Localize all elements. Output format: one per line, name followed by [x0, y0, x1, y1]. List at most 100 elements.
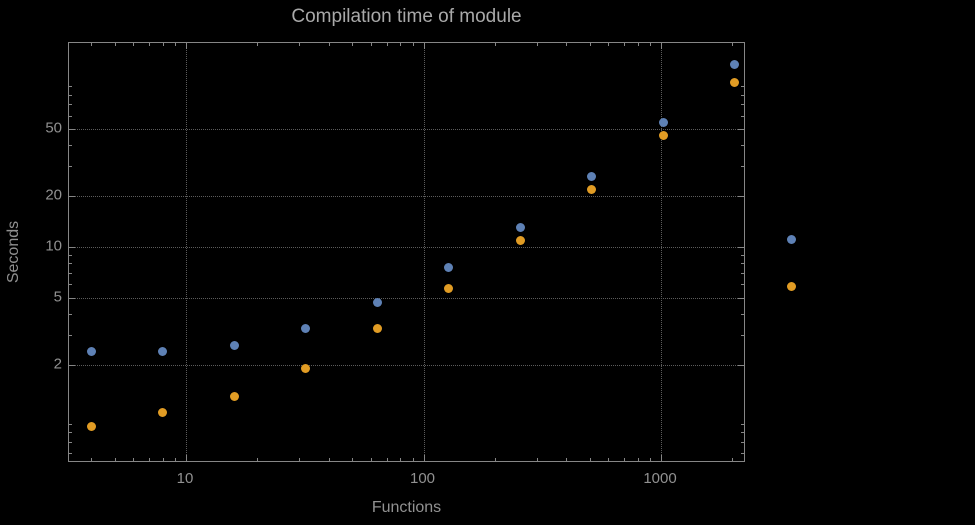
y-tick: [69, 94, 72, 96]
data-point: [444, 262, 454, 272]
x-tick: [400, 458, 402, 461]
data-point: [158, 407, 168, 417]
x-tick: [149, 458, 151, 461]
y-tick: [741, 166, 744, 168]
y-tick: [69, 335, 72, 337]
x-tick: [386, 458, 388, 461]
data-point: [444, 283, 454, 293]
y-tick: [738, 129, 744, 130]
x-tick: [589, 43, 591, 46]
y-tick: [69, 85, 72, 87]
data-point: [301, 323, 311, 333]
y-tick-label: 2: [53, 355, 62, 373]
data-point: [158, 347, 168, 357]
y-tick: [69, 364, 75, 366]
x-tick: [423, 43, 425, 49]
x-tick: [661, 455, 662, 461]
x-tick: [589, 458, 591, 461]
x-tick: [299, 458, 301, 461]
data-point: [301, 364, 311, 374]
y-tick: [69, 196, 75, 198]
y-tick: [69, 432, 72, 434]
x-tick: [328, 458, 330, 461]
x-gridline: [186, 43, 187, 461]
y-tick-label: 10: [45, 237, 62, 255]
x-tick-label: 1000: [643, 470, 677, 487]
x-tick: [149, 43, 151, 46]
y-tick: [741, 273, 744, 275]
y-tick: [741, 423, 744, 425]
y-tick: [69, 453, 72, 455]
x-tick: [133, 43, 135, 46]
y-tick: [741, 104, 744, 106]
y-tick: [69, 284, 72, 286]
y-tick: [741, 94, 744, 96]
x-tick: [650, 43, 652, 46]
x-tick: [637, 43, 639, 46]
x-tick: [328, 43, 330, 46]
x-tick: [494, 458, 496, 461]
x-tick: [423, 455, 425, 461]
data-point: [86, 422, 96, 432]
x-gridline: [423, 43, 425, 461]
x-tick: [91, 458, 93, 461]
x-tick: [114, 458, 116, 461]
y-tick: [741, 453, 744, 455]
y-tick: [741, 254, 744, 256]
y-tick: [738, 297, 744, 299]
y-tick: [69, 297, 75, 299]
x-tick: [186, 43, 187, 49]
x-tick: [352, 43, 353, 46]
y-tick-label: 5: [53, 288, 62, 306]
y-tick: [69, 166, 72, 168]
y-axis-label-text: Seconds: [5, 220, 23, 284]
x-gridline: [661, 43, 662, 461]
y-tick: [738, 196, 744, 198]
x-tick-label: 10: [176, 470, 194, 487]
y-gridline: [69, 196, 744, 198]
y-tick: [741, 263, 744, 265]
y-tick: [69, 423, 72, 425]
x-tick: [412, 458, 414, 461]
data-point: [587, 184, 597, 194]
data-point: [372, 323, 382, 333]
plot-area: [68, 42, 745, 462]
data-point: [515, 235, 525, 245]
x-tick: [386, 43, 388, 46]
x-tick: [624, 458, 626, 461]
y-tick: [69, 263, 72, 265]
chart-title: Compilation time of module: [291, 6, 522, 27]
x-tick: [494, 43, 496, 46]
y-tick: [69, 441, 72, 443]
y-tick: [69, 273, 72, 275]
y-tick: [741, 314, 744, 316]
x-tick: [624, 43, 626, 46]
x-tick: [650, 458, 652, 461]
y-tick: [69, 145, 72, 147]
y-gridline: [69, 129, 744, 130]
y-tick: [738, 247, 744, 248]
data-point: [372, 297, 382, 307]
x-tick: [162, 458, 164, 461]
x-tick: [566, 458, 568, 461]
legend-marker: [787, 235, 796, 244]
data-point: [658, 130, 668, 140]
y-tick: [69, 115, 72, 117]
data-point: [730, 78, 740, 88]
data-point: [658, 117, 668, 127]
y-tick: [738, 364, 744, 366]
x-tick: [566, 43, 568, 46]
legend: [787, 235, 796, 291]
y-gridline: [69, 247, 744, 248]
x-tick: [257, 43, 259, 46]
data-point: [229, 341, 239, 351]
data-point: [730, 60, 740, 70]
y-tick-label: 50: [45, 119, 62, 137]
data-point: [587, 172, 597, 182]
x-tick: [114, 43, 116, 46]
x-tick: [257, 458, 259, 461]
x-axis-label: Functions: [371, 499, 442, 516]
y-tick: [69, 247, 75, 248]
y-tick: [741, 441, 744, 443]
